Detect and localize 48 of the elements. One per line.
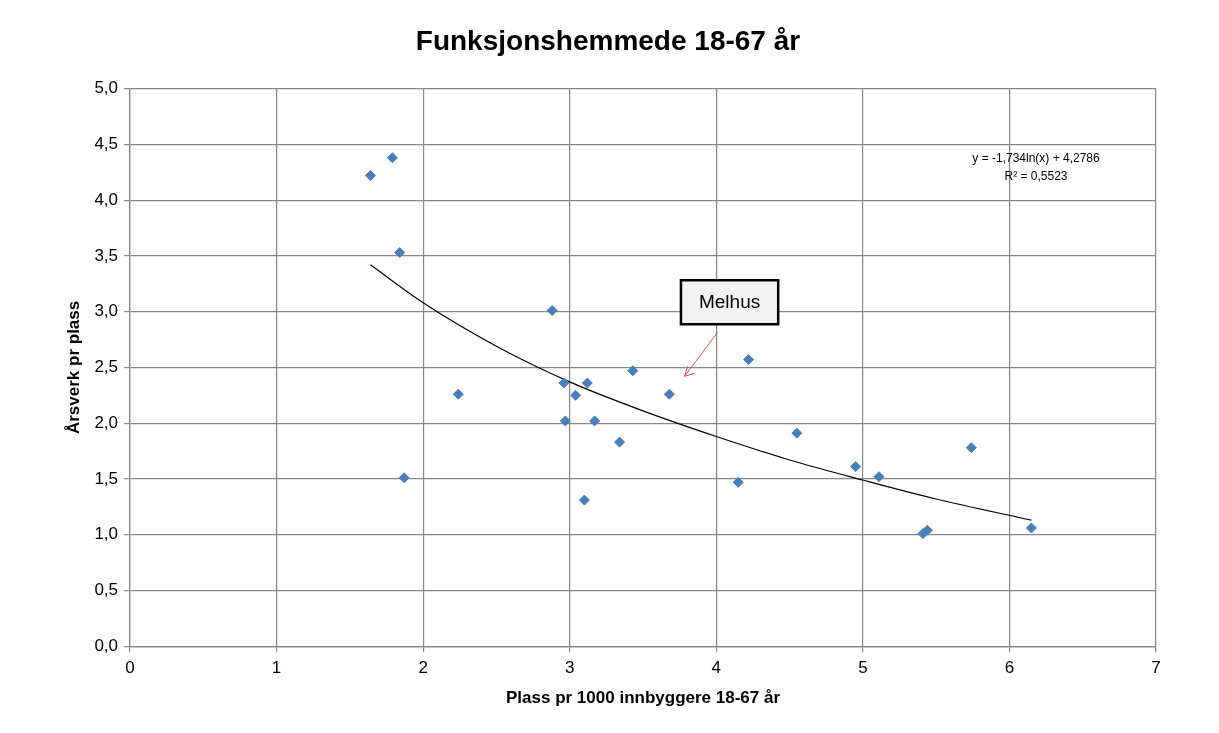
- point: [1025, 522, 1037, 534]
- point: [398, 472, 410, 484]
- point: [791, 427, 803, 439]
- point: [386, 152, 398, 164]
- x-tick-label: 3: [565, 658, 575, 678]
- annotation: Melhus: [698, 290, 761, 312]
- annotation: y = -1,734ln(x) + 4,2786: [972, 150, 1101, 165]
- point: [873, 471, 885, 483]
- point: [578, 494, 590, 506]
- point: [614, 436, 626, 448]
- x-axis-title: Plass pr 1000 innbyggere 18-67 år: [505, 688, 781, 708]
- y-tick-label: 5,0: [94, 78, 119, 98]
- point: [558, 377, 570, 389]
- point: [663, 388, 675, 400]
- annotation: R² = 0,5523: [1004, 168, 1068, 183]
- y-tick-label: 3,5: [94, 245, 119, 265]
- y-tick-label: 2,5: [94, 357, 119, 377]
- y-tick-label: 3,0: [94, 301, 119, 321]
- x-tick-label: 0: [125, 658, 135, 678]
- chart-title: Funksjonshemmede 18-67 år: [415, 24, 801, 56]
- point: [589, 415, 601, 427]
- x-tick-label: 7: [1151, 658, 1161, 678]
- y-tick-label: 2,0: [94, 412, 119, 432]
- point: [452, 388, 464, 400]
- point: [743, 354, 755, 366]
- point: [581, 377, 593, 389]
- y-tick-label: 1,0: [94, 524, 119, 544]
- y-axis-title: Årsverk pr plass: [63, 300, 83, 435]
- point: [627, 365, 639, 377]
- point: [732, 476, 744, 488]
- y-tick-label: 0,5: [94, 580, 119, 600]
- x-tick-label: 4: [711, 658, 722, 678]
- point: [546, 305, 558, 317]
- point: [394, 247, 406, 259]
- y-tick-label: 0,0: [94, 635, 119, 655]
- point: [559, 415, 571, 427]
- y-tick-label: 1,5: [94, 468, 119, 488]
- point: [965, 442, 977, 454]
- line-series: [369, 264, 1033, 521]
- x-tick-label: 1: [271, 658, 282, 678]
- x-tick-label: 2: [418, 658, 428, 678]
- point: [850, 461, 862, 473]
- y-tick-label: 4,0: [94, 189, 119, 209]
- point: [570, 389, 582, 401]
- x-tick-label: 5: [858, 658, 868, 678]
- point: [364, 170, 376, 182]
- y-tick-label: 4,5: [94, 134, 119, 154]
- x-tick-label: 6: [1004, 658, 1015, 678]
